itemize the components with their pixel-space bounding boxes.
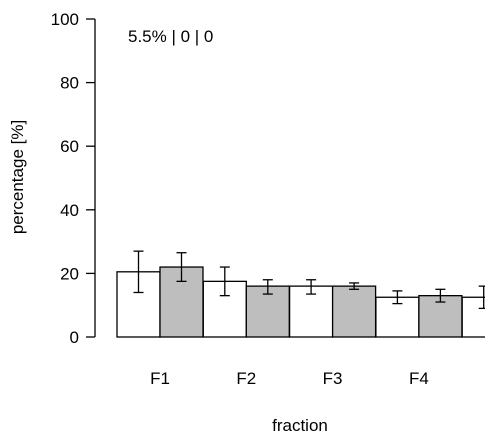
error-bars [133,250,485,310]
x-tick-label-F3: F3 [323,369,343,388]
x-tick-label-F2: F2 [236,369,256,388]
bar-F3-s2 [331,285,377,338]
y-tick-label-2: 40 [60,201,79,220]
y-tick-label-5: 100 [51,10,79,29]
y-tick-label-0: 0 [70,328,79,347]
chart-annotation: 5.5% | 0 | 0 [128,27,213,46]
bar-F5-s1 [461,296,485,338]
y-tick-label-4: 80 [60,74,79,93]
y-tick-label-1: 20 [60,264,79,283]
x-tick-label-F1: F1 [150,369,170,388]
x-axis-label: fraction [272,416,328,435]
y-axis: 0 20 40 60 80 100 [51,10,96,347]
bars [116,266,485,338]
x-tick-label-F4: F4 [409,369,429,388]
y-tick-label-3: 60 [60,137,79,156]
y-axis-label: percentage [%] [8,120,27,234]
x-tick-labels: F1F2F3F4F5F6 [150,369,429,388]
